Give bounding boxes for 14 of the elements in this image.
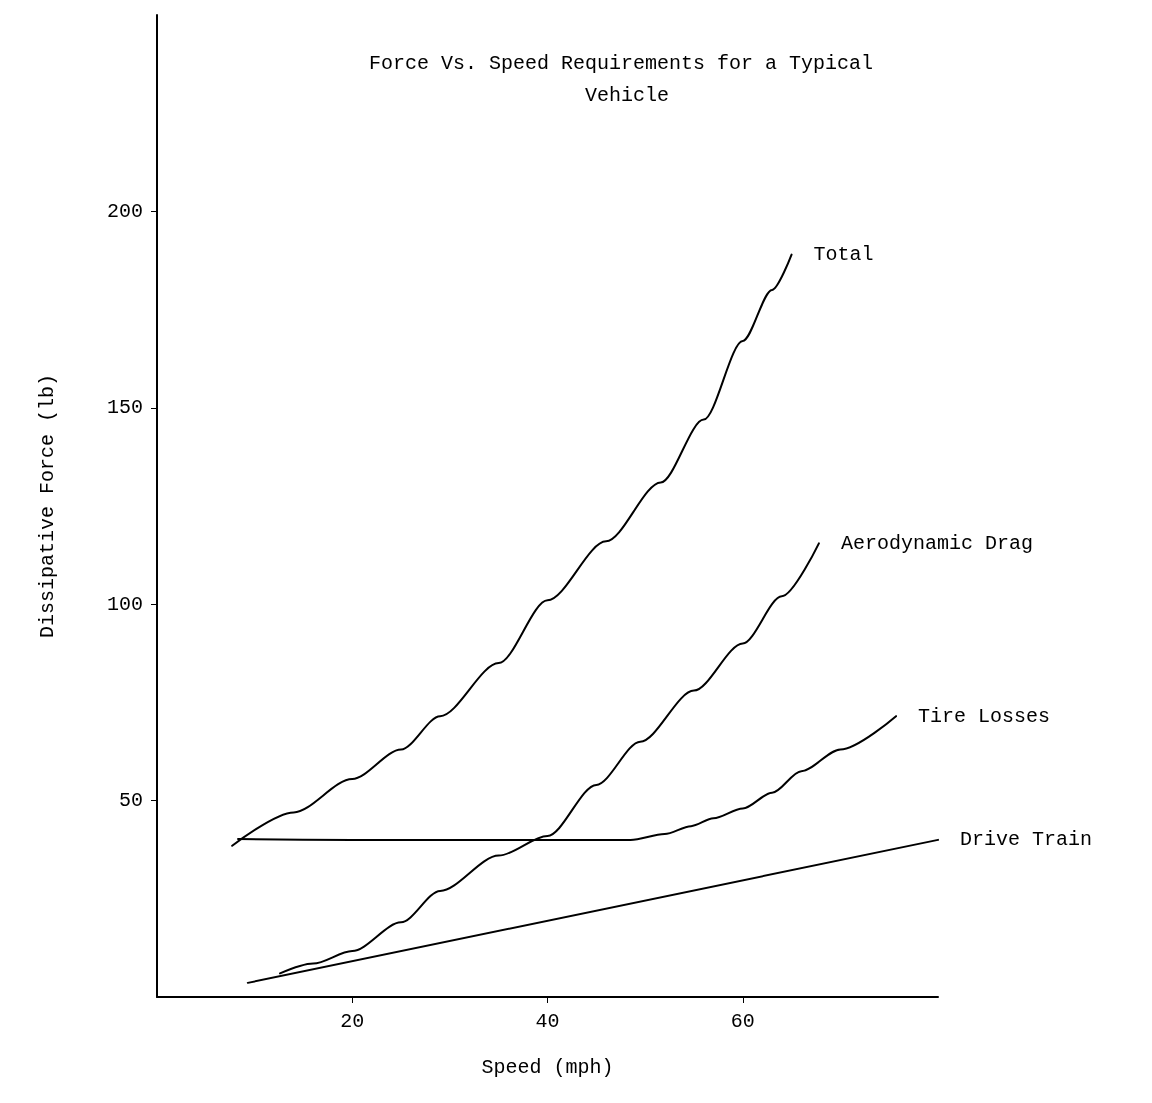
series-label: Drive Train <box>960 828 1093 852</box>
x-tick-label: 40 <box>535 1009 560 1033</box>
y-tick-label: 100 <box>106 592 143 616</box>
series-label: Total <box>813 243 874 267</box>
x-axis-title: Speed (mph) <box>481 1055 614 1079</box>
x-tick-label: 60 <box>730 1009 755 1033</box>
text: Force Vs. Speed Requirements for a Typical Vehicle <box>368 51 886 107</box>
y-axis-title: Dissipative Force (lb) <box>35 373 59 639</box>
y-tick-label: 50 <box>118 789 143 813</box>
x-tick-label: 20 <box>340 1009 365 1033</box>
series-label: Tire Losses <box>918 704 1051 728</box>
y-tick-label: 200 <box>106 199 143 223</box>
y-tick-label: 150 <box>106 396 143 420</box>
series-label: Aerodynamic Drag <box>840 531 1033 555</box>
